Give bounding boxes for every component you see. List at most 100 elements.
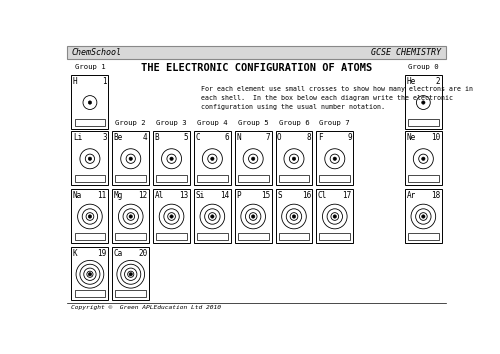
Bar bbox=[234, 189, 272, 243]
Bar bbox=[405, 75, 442, 129]
Bar bbox=[238, 175, 268, 182]
Text: 7: 7 bbox=[266, 133, 270, 142]
Text: Li: Li bbox=[73, 133, 82, 142]
Bar bbox=[112, 131, 149, 185]
Circle shape bbox=[88, 273, 92, 276]
Text: Ar: Ar bbox=[406, 191, 416, 200]
Bar bbox=[72, 75, 108, 129]
Text: 19: 19 bbox=[98, 249, 107, 258]
Bar bbox=[72, 189, 108, 243]
Text: Ca: Ca bbox=[114, 249, 123, 258]
Text: K: K bbox=[73, 249, 78, 258]
Circle shape bbox=[333, 215, 336, 218]
Circle shape bbox=[129, 273, 132, 276]
Bar bbox=[316, 131, 354, 185]
Circle shape bbox=[170, 215, 173, 218]
Bar bbox=[112, 189, 149, 243]
Text: 15: 15 bbox=[261, 191, 270, 200]
Circle shape bbox=[170, 157, 173, 160]
Circle shape bbox=[292, 215, 296, 218]
Bar bbox=[408, 119, 438, 126]
Text: P: P bbox=[236, 191, 241, 200]
Text: For each element use small crosses to show how many electrons are in
each shell.: For each element use small crosses to sh… bbox=[201, 86, 473, 110]
Circle shape bbox=[252, 157, 255, 160]
Text: 6: 6 bbox=[224, 133, 230, 142]
Bar bbox=[153, 131, 190, 185]
Text: 18: 18 bbox=[431, 191, 440, 200]
Bar bbox=[67, 46, 446, 59]
Bar bbox=[153, 189, 190, 243]
Bar bbox=[74, 233, 106, 240]
Text: Cl: Cl bbox=[318, 191, 327, 200]
Bar bbox=[116, 290, 146, 297]
Text: 12: 12 bbox=[138, 191, 147, 200]
Text: Copyright ©  Green APLEducation Ltd 2010: Copyright © Green APLEducation Ltd 2010 bbox=[72, 305, 222, 310]
Text: Group 4: Group 4 bbox=[197, 120, 228, 126]
Bar bbox=[276, 189, 312, 243]
Text: Ne: Ne bbox=[406, 133, 416, 142]
Text: Group 7: Group 7 bbox=[320, 120, 350, 126]
Text: THE ELECTRONIC CONFIGURATION OF ATOMS: THE ELECTRONIC CONFIGURATION OF ATOMS bbox=[140, 63, 372, 73]
Text: Group 6: Group 6 bbox=[278, 120, 310, 126]
Bar bbox=[112, 246, 149, 301]
Text: 17: 17 bbox=[342, 191, 351, 200]
Bar bbox=[320, 175, 350, 182]
Text: Group 1: Group 1 bbox=[74, 64, 105, 70]
Text: H: H bbox=[73, 77, 78, 86]
Bar bbox=[316, 189, 354, 243]
Circle shape bbox=[88, 157, 92, 160]
Circle shape bbox=[252, 215, 255, 218]
Text: S: S bbox=[277, 191, 281, 200]
Text: 5: 5 bbox=[184, 133, 188, 142]
Circle shape bbox=[422, 157, 425, 160]
Text: 2: 2 bbox=[436, 77, 440, 86]
Circle shape bbox=[129, 215, 132, 218]
Text: Si: Si bbox=[196, 191, 204, 200]
Bar bbox=[156, 175, 187, 182]
Text: 10: 10 bbox=[431, 133, 440, 142]
Text: ChemSchool: ChemSchool bbox=[72, 48, 122, 57]
Bar bbox=[276, 131, 312, 185]
Circle shape bbox=[88, 101, 92, 104]
Text: Group 5: Group 5 bbox=[238, 120, 268, 126]
Bar bbox=[74, 290, 106, 297]
Text: 9: 9 bbox=[347, 133, 352, 142]
Bar bbox=[74, 119, 106, 126]
Bar bbox=[234, 131, 272, 185]
Text: N: N bbox=[236, 133, 241, 142]
Text: B: B bbox=[154, 133, 159, 142]
Circle shape bbox=[422, 101, 425, 104]
Text: O: O bbox=[277, 133, 281, 142]
Circle shape bbox=[88, 215, 92, 218]
Text: Group 3: Group 3 bbox=[156, 120, 187, 126]
Bar bbox=[72, 246, 108, 301]
Text: 8: 8 bbox=[306, 133, 311, 142]
Bar bbox=[278, 175, 310, 182]
Text: Al: Al bbox=[154, 191, 164, 200]
Text: Na: Na bbox=[73, 191, 82, 200]
Text: Be: Be bbox=[114, 133, 123, 142]
Text: 14: 14 bbox=[220, 191, 230, 200]
Text: 4: 4 bbox=[143, 133, 148, 142]
Circle shape bbox=[210, 157, 214, 160]
Text: GCSE CHEMISTRY: GCSE CHEMISTRY bbox=[371, 48, 441, 57]
Bar bbox=[116, 175, 146, 182]
Text: Group 2: Group 2 bbox=[116, 120, 146, 126]
Text: Mg: Mg bbox=[114, 191, 123, 200]
Text: 1: 1 bbox=[102, 77, 107, 86]
Text: 16: 16 bbox=[302, 191, 311, 200]
Text: 3: 3 bbox=[102, 133, 107, 142]
Bar bbox=[72, 131, 108, 185]
Text: F: F bbox=[318, 133, 322, 142]
Bar bbox=[194, 189, 231, 243]
Circle shape bbox=[210, 215, 214, 218]
Bar bbox=[197, 175, 228, 182]
Bar bbox=[194, 131, 231, 185]
Text: 11: 11 bbox=[98, 191, 107, 200]
Circle shape bbox=[129, 157, 132, 160]
Bar bbox=[405, 189, 442, 243]
Bar bbox=[408, 175, 438, 182]
Bar bbox=[238, 233, 268, 240]
Bar bbox=[320, 233, 350, 240]
Bar bbox=[156, 233, 187, 240]
